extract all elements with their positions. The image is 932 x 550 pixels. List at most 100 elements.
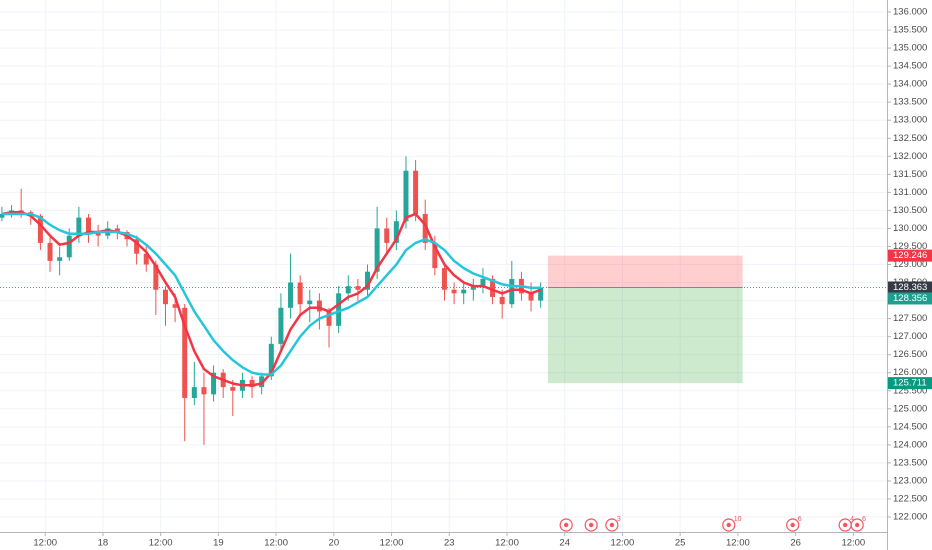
y-tick-label: 133.000 [893,115,927,126]
y-tick-label: 123.000 [893,475,927,486]
y-tick-label: 133.500 [893,97,927,108]
candle-body [451,289,457,294]
event-marker-dot [588,522,594,528]
y-tick-label: 129.500 [893,241,927,252]
candle-body [336,293,342,326]
x-tick-label: 26 [790,538,801,549]
y-tick-label: 135.500 [893,25,927,36]
candle-body [201,387,207,395]
candle-body [95,232,101,236]
y-tick-label: 132.000 [893,151,927,162]
event-count: 4 [850,516,854,523]
candle-body [278,307,284,344]
price-label: 125.711 [893,378,927,389]
y-tick-label: 127.500 [893,313,927,324]
event-marker-dot [790,522,795,528]
candle-body [326,311,332,326]
price-label-bg [888,281,932,294]
candle-body [66,235,72,258]
price-label: 128.356 [893,293,927,304]
candle-body [153,264,159,290]
candle-body [172,304,178,308]
price-label: 128.363 [893,282,927,293]
x-tick-label: 18 [98,538,109,549]
candle-body [384,228,390,243]
candle-body [432,242,438,269]
candle-body [297,282,303,305]
candle-body [211,372,217,395]
candle-body [422,214,428,243]
candle-body [143,253,149,265]
y-tick-label: 134.500 [893,61,927,72]
event-count: 10 [734,516,742,523]
x-tick-label: 19 [213,538,224,549]
candle-body [509,278,515,305]
y-tick-label: 124.500 [893,421,927,432]
candle-body [364,271,370,290]
candle-body [316,300,322,312]
y-tick-label: 130.500 [893,205,927,216]
event-count: 6 [798,516,802,523]
y-tick-label: 127.000 [893,331,927,342]
y-tick-label: 134.000 [893,79,927,90]
candle-body [480,278,486,287]
candle-body [76,217,82,236]
y-tick-label: 123.500 [893,457,927,468]
candle-body [538,287,544,301]
y-tick-label: 132.500 [893,133,927,144]
price-label-bg [888,377,932,390]
candle-body [37,215,43,243]
candle-body [307,300,313,305]
x-tick-label: 25 [675,538,686,549]
candle-body [182,307,188,398]
x-tick-label: 12:00 [380,538,404,549]
event-count: 3 [617,516,621,523]
y-tick-label: 130.000 [893,223,927,234]
price-label: 129.246 [893,250,927,261]
target-zone [547,287,743,384]
y-tick-label: 126.000 [893,367,927,378]
x-tick-label: 12:00 [841,538,865,549]
candle-body [470,286,476,290]
candle-body [57,257,63,261]
x-tick-label: 12:00 [726,538,750,549]
candle-body [403,170,409,222]
x-tick-label: 12:00 [611,538,635,549]
y-tick-label: 131.000 [893,187,927,198]
candle-body [249,379,255,388]
event-count: 6 [862,516,866,523]
candle-body [86,217,92,233]
y-tick-label: 124.000 [893,439,927,450]
candle-body [0,214,5,218]
price-axis [887,0,932,550]
x-tick-label: 12:00 [264,538,288,549]
event-marker-dot [854,522,860,528]
candle-body [528,293,534,301]
candle-body [268,343,274,377]
time-axis [0,532,887,550]
candle-body [441,268,447,290]
moving-average [1,212,541,376]
candle-body [47,242,53,261]
candle-body [230,387,236,391]
candle-body [114,228,120,233]
event-marker-dot [726,522,731,528]
y-tick-label: 136.000 [893,7,927,18]
y-tick-label: 125.500 [893,385,927,396]
y-tick-label: 135.000 [893,43,927,54]
candle-body [413,170,419,215]
candle-body [374,228,380,272]
candle-body [490,278,496,297]
price-label-bg [888,292,932,305]
y-tick-label: 122.000 [893,512,927,523]
candle-body [393,221,399,243]
event-marker-dot [842,522,848,528]
price-label-bg [888,249,932,262]
candle-body [134,239,140,254]
candle-body [191,387,197,398]
y-tick-label: 126.500 [893,349,927,360]
x-tick-label: 12:00 [149,538,173,549]
y-tick-label: 129.000 [893,259,927,270]
